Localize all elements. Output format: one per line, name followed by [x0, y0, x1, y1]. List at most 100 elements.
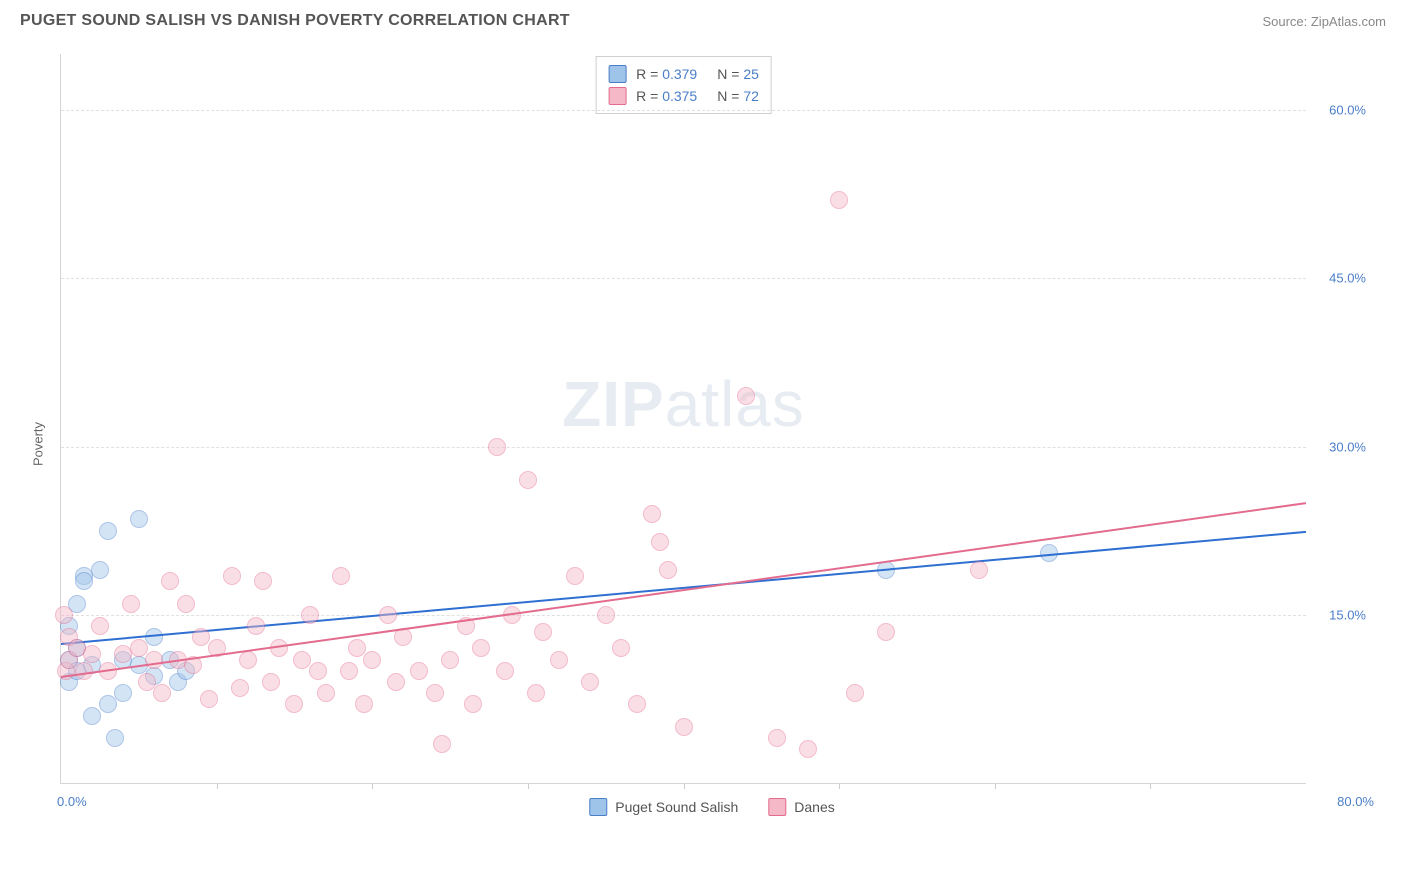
data-point: [550, 651, 568, 669]
data-point: [628, 695, 646, 713]
x-tick-mark: [372, 783, 373, 789]
legend-swatch: [608, 65, 626, 83]
x-tick-mark: [217, 783, 218, 789]
data-point: [145, 628, 163, 646]
y-tick-label: 45.0%: [1311, 271, 1366, 286]
data-point: [99, 695, 117, 713]
data-point: [519, 471, 537, 489]
data-point: [659, 561, 677, 579]
x-tick-mark: [528, 783, 529, 789]
data-point: [597, 606, 615, 624]
data-point: [254, 572, 272, 590]
data-point: [737, 387, 755, 405]
data-point: [846, 684, 864, 702]
gridline: [61, 447, 1306, 448]
data-point: [114, 684, 132, 702]
data-point: [55, 606, 73, 624]
legend-swatch: [589, 798, 607, 816]
data-point: [348, 639, 366, 657]
y-axis-label: Poverty: [31, 422, 46, 466]
data-point: [830, 191, 848, 209]
x-axis-start: 0.0%: [57, 794, 87, 809]
stats-legend-row: R = 0.375 N = 72: [608, 85, 759, 107]
n-label: N = 25: [717, 66, 759, 82]
data-point: [355, 695, 373, 713]
legend-swatch: [608, 87, 626, 105]
data-point: [534, 623, 552, 641]
data-point: [496, 662, 514, 680]
series-legend-item: Puget Sound Salish: [589, 798, 738, 816]
data-point: [317, 684, 335, 702]
gridline: [61, 278, 1306, 279]
x-tick-mark: [839, 783, 840, 789]
data-point: [130, 510, 148, 528]
data-point: [379, 606, 397, 624]
stats-legend-row: R = 0.379 N = 25: [608, 63, 759, 85]
data-point: [122, 595, 140, 613]
chart-container: Poverty ZIPatlas R = 0.379N = 25R = 0.37…: [48, 44, 1376, 844]
series-name: Puget Sound Salish: [615, 799, 738, 815]
data-point: [223, 567, 241, 585]
data-point: [153, 684, 171, 702]
data-point: [138, 673, 156, 691]
data-point: [387, 673, 405, 691]
data-point: [651, 533, 669, 551]
data-point: [177, 595, 195, 613]
data-point: [441, 651, 459, 669]
data-point: [247, 617, 265, 635]
data-point: [145, 651, 163, 669]
data-point: [83, 707, 101, 725]
x-tick-mark: [1150, 783, 1151, 789]
data-point: [433, 735, 451, 753]
data-point: [161, 572, 179, 590]
data-point: [426, 684, 444, 702]
data-point: [99, 522, 117, 540]
watermark: ZIPatlas: [562, 367, 805, 441]
r-label: R = 0.379: [636, 66, 697, 82]
data-point: [75, 572, 93, 590]
x-tick-mark: [684, 783, 685, 789]
data-point: [527, 684, 545, 702]
stats-legend: R = 0.379 N = 25 R = 0.375 N = 72: [595, 56, 772, 114]
source-attribution: Source: ZipAtlas.com: [1262, 14, 1386, 29]
x-tick-mark: [995, 783, 996, 789]
data-point: [130, 639, 148, 657]
data-point: [106, 729, 124, 747]
plot-area: ZIPatlas R = 0.379N = 25R = 0.375N = 72 …: [60, 54, 1306, 784]
r-label: R = 0.375: [636, 88, 697, 104]
data-point: [239, 651, 257, 669]
data-point: [581, 673, 599, 691]
data-point: [464, 695, 482, 713]
data-point: [768, 729, 786, 747]
gridline: [61, 615, 1306, 616]
data-point: [285, 695, 303, 713]
data-point: [566, 567, 584, 585]
data-point: [675, 718, 693, 736]
data-point: [91, 617, 109, 635]
chart-title: PUGET SOUND SALISH VS DANISH POVERTY COR…: [20, 12, 570, 30]
data-point: [643, 505, 661, 523]
data-point: [877, 623, 895, 641]
data-point: [262, 673, 280, 691]
data-point: [309, 662, 327, 680]
data-point: [301, 606, 319, 624]
data-point: [970, 561, 988, 579]
gridline: [61, 110, 1306, 111]
x-axis-end: 80.0%: [1337, 794, 1374, 809]
data-point: [83, 645, 101, 663]
series-name: Danes: [794, 799, 834, 815]
y-tick-label: 30.0%: [1311, 439, 1366, 454]
data-point: [91, 561, 109, 579]
data-point: [488, 438, 506, 456]
data-point: [472, 639, 490, 657]
legend-swatch: [768, 798, 786, 816]
data-point: [293, 651, 311, 669]
data-point: [340, 662, 358, 680]
data-point: [332, 567, 350, 585]
n-label: N = 72: [717, 88, 759, 104]
data-point: [612, 639, 630, 657]
series-legend-item: Danes: [768, 798, 834, 816]
data-point: [231, 679, 249, 697]
series-legend: Puget Sound Salish Danes: [589, 798, 834, 816]
data-point: [363, 651, 381, 669]
